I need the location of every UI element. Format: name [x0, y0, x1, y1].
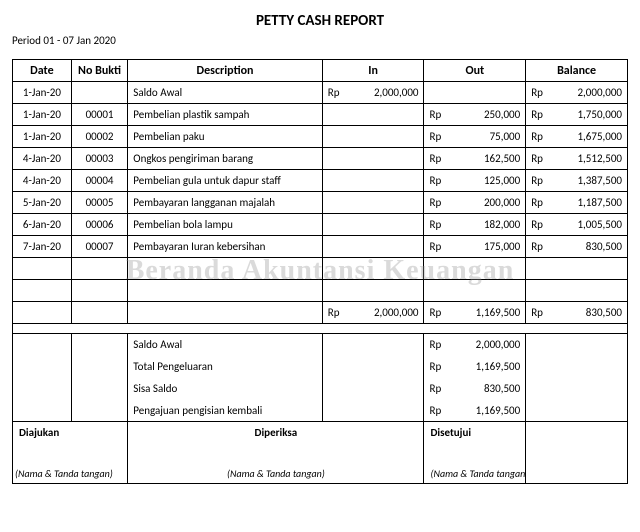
th-bukti: No Bukti	[71, 60, 128, 82]
summary-row: Pengajuan pengisian kembaliRp1,169,500	[13, 400, 628, 422]
blank-row	[13, 280, 628, 302]
sig-col3: Disetujui	[424, 422, 526, 444]
sig-col1: Diajukan	[13, 422, 128, 444]
th-desc: Description	[128, 60, 322, 82]
table-row: 1-Jan-2000002Pembelian pakuRp75,000Rp1,6…	[13, 126, 628, 148]
report-title: PETTY CASH REPORT	[12, 12, 628, 30]
summary-row: Total PengeluaranRp1,169,500	[13, 356, 628, 378]
table-row: 4-Jan-2000004Pembelian gula untuk dapur …	[13, 170, 628, 192]
table-row: 1-Jan-20Saldo AwalRp2,000,000Rp2,000,000	[13, 82, 628, 104]
th-out: Out	[424, 60, 526, 82]
th-balance: Balance	[526, 60, 628, 82]
table-row: 5-Jan-2000005Pembayaran langganan majala…	[13, 192, 628, 214]
header-row: Date No Bukti Description In Out Balance	[13, 60, 628, 82]
table-row: 1-Jan-2000001Pembelian plastik sampahRp2…	[13, 104, 628, 126]
summary-row: Saldo AwalRp2,000,000	[13, 334, 628, 356]
blank-row	[13, 258, 628, 280]
signature-label-row: (Nama & Tanda tangan)(Nama & Tanda tanga…	[13, 444, 628, 484]
table-body: 1-Jan-20Saldo AwalRp2,000,000Rp2,000,000…	[13, 82, 628, 484]
petty-cash-table: Date No Bukti Description In Out Balance…	[12, 59, 628, 484]
report-period: Period 01 - 07 Jan 2020	[12, 34, 628, 47]
table-row: 7-Jan-2000007Pembayaran Iuran kebersihan…	[13, 236, 628, 258]
sig-col2: Diperiksa	[128, 422, 424, 444]
table-row: 6-Jan-2000006Pembelian bola lampuRp182,0…	[13, 214, 628, 236]
th-date: Date	[13, 60, 72, 82]
spacer-row	[13, 324, 628, 334]
summary-row: Sisa SaldoRp830,500	[13, 378, 628, 400]
th-in: In	[322, 60, 424, 82]
table-row: 4-Jan-2000003Ongkos pengiriman barangRp1…	[13, 148, 628, 170]
signature-header-row: DiajukanDiperiksaDisetujui	[13, 422, 628, 444]
totals-row: Rp2,000,000Rp1,169,500Rp830,500	[13, 302, 628, 324]
